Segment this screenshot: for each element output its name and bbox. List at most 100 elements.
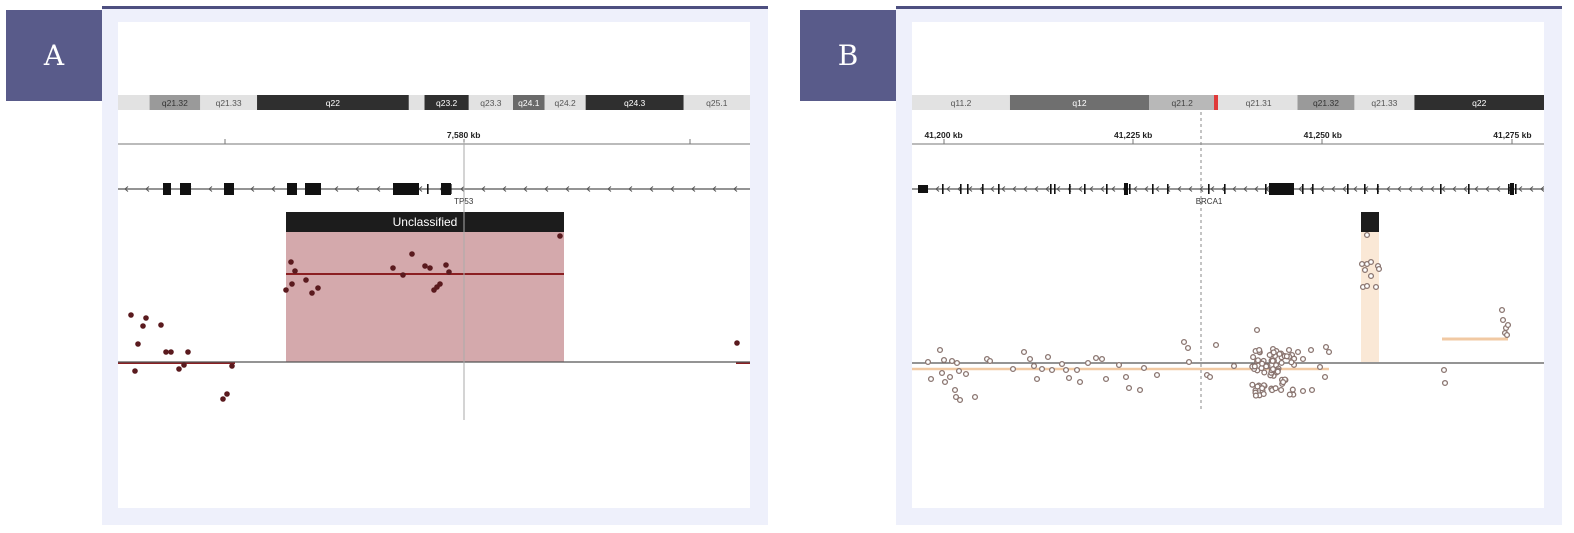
strand-arrow: [1133, 186, 1138, 192]
strand-arrow: [1397, 186, 1402, 192]
data-point: [1076, 378, 1084, 386]
strand-arrow: [1089, 186, 1094, 192]
cytoband: [912, 95, 1010, 110]
data-point: [1288, 359, 1295, 366]
data-point: [1299, 355, 1307, 363]
exon: [287, 183, 297, 195]
data-point: [158, 322, 164, 328]
data-point: [1361, 266, 1369, 274]
cytoband-label: q21.31: [1246, 98, 1272, 108]
cytoband: [683, 95, 750, 110]
data-point: [1125, 384, 1133, 392]
strand-arrow: [1210, 186, 1215, 192]
data-point: [1062, 366, 1070, 374]
data-point: [1136, 386, 1144, 394]
data-point: [1286, 391, 1293, 398]
strand-arrow: [1441, 186, 1446, 192]
cytoband: [1354, 95, 1415, 110]
cytoband-label: q21.32: [1313, 98, 1339, 108]
data-point: [986, 357, 994, 365]
data-point: [1180, 338, 1188, 346]
cytoband-label: q21.32: [162, 98, 188, 108]
exon: [960, 184, 962, 194]
cytoband: [1414, 95, 1544, 110]
data-point: [955, 367, 963, 375]
cytoband: [200, 95, 258, 110]
exon: [441, 183, 451, 195]
data-point: [1272, 385, 1279, 392]
data-point: [390, 265, 396, 271]
ruler-label: 41,275 kb: [1493, 130, 1531, 140]
data-point: [962, 370, 970, 378]
data-point: [1283, 353, 1290, 360]
copy-number-points: [924, 231, 1512, 404]
data-point: [948, 357, 956, 365]
data-point: [427, 265, 433, 271]
data-point: [446, 269, 452, 275]
exon: [967, 184, 969, 194]
data-point: [1278, 386, 1285, 394]
strand-arrow: [670, 186, 675, 192]
data-point: [1367, 258, 1375, 266]
strand-arrow: [1463, 186, 1468, 192]
data-point: [1504, 321, 1512, 329]
data-point: [1058, 360, 1066, 368]
exon: [1468, 184, 1470, 194]
data-point: [1322, 343, 1330, 351]
data-point: [1253, 326, 1261, 334]
data-point: [1280, 379, 1287, 386]
cytoband-label: q24.2: [554, 98, 576, 108]
cytoband: [149, 95, 201, 110]
data-point: [1009, 365, 1017, 373]
strand-arrow: [1188, 186, 1193, 192]
segment-header: [286, 212, 564, 232]
data-point: [1499, 316, 1507, 324]
data-point: [1259, 360, 1266, 367]
strand-arrow: [1518, 186, 1523, 192]
strand-arrow: [733, 186, 738, 192]
data-point: [1251, 363, 1258, 370]
data-point: [1276, 350, 1283, 358]
data-point: [1033, 375, 1041, 383]
strand-arrow: [208, 186, 213, 192]
cytoband-label: q21.33: [1371, 98, 1397, 108]
strand-arrow: [460, 186, 465, 192]
data-point: [1372, 283, 1380, 291]
cytoband: [544, 95, 586, 110]
strand-arrow: [1452, 186, 1457, 192]
data-point: [1084, 359, 1092, 367]
data-point: [1252, 392, 1259, 399]
strand-arrow: [1386, 186, 1391, 192]
data-point: [229, 363, 235, 369]
data-point: [1185, 358, 1193, 366]
cytoband: [513, 95, 545, 110]
data-point: [924, 358, 932, 366]
cytoband-label: q12: [1072, 98, 1086, 108]
strand-arrow: [1353, 186, 1358, 192]
data-point: [1308, 386, 1316, 394]
cytoband: [1297, 95, 1355, 110]
cytoband: [1149, 95, 1216, 110]
exon: [1167, 184, 1169, 194]
strand-arrow: [607, 186, 612, 192]
data-point: [135, 341, 141, 347]
data-point: [132, 368, 138, 374]
centromere-marker: [1214, 95, 1218, 110]
data-point: [971, 393, 979, 401]
segment-fill: [286, 232, 564, 362]
strand-arrow: [1298, 186, 1303, 192]
cytoband: [585, 95, 684, 110]
data-point: [1259, 385, 1266, 392]
data-point: [1270, 349, 1277, 356]
strand-arrow: [334, 186, 339, 192]
ruler-label: 7,580 kb: [447, 130, 481, 140]
strand-arrow: [1232, 186, 1237, 192]
data-point: [1250, 354, 1257, 361]
coordinate-ruler: 7,580 kb: [118, 130, 750, 145]
data-point: [1358, 260, 1366, 268]
cytoband: [424, 95, 469, 110]
data-point: [1441, 379, 1449, 387]
exon: [982, 184, 984, 194]
gene-name: BRCA1: [1196, 197, 1223, 206]
strand-arrow: [1331, 186, 1336, 192]
